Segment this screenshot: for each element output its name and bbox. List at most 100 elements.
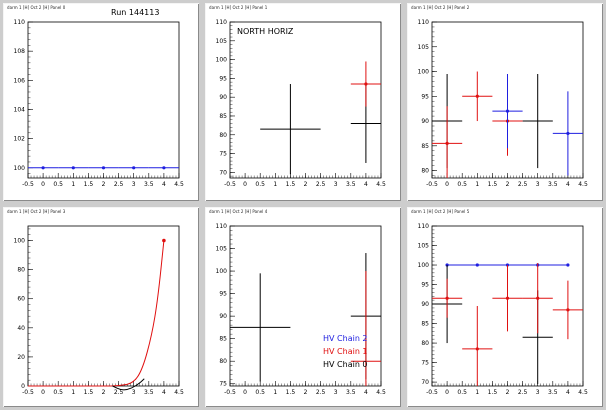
x-tick-label: 3	[334, 389, 338, 396]
x-tick-label: 0	[445, 389, 449, 396]
data-point	[566, 263, 570, 267]
data-point	[162, 166, 166, 170]
x-tick-label: -0.5	[426, 181, 438, 188]
chart-pad-2: darm 1 [H] Oct 2 [H] Panel 1 -0.5 0 0.5 1 1.…	[205, 3, 401, 201]
x-tick-label: 2.5	[316, 181, 326, 188]
data-point	[536, 296, 540, 300]
data-point	[445, 296, 449, 300]
x-tick-label: 3	[132, 389, 136, 396]
x-tick-label: 0.5	[457, 389, 467, 396]
data-point	[505, 109, 510, 113]
x-tick-label: -0.5	[224, 389, 236, 396]
y-tick-label: 20	[17, 354, 25, 361]
x-tick-label: 1	[273, 389, 277, 396]
x-tick-label: 4	[364, 181, 368, 188]
x-tick-label: 0.5	[457, 181, 467, 188]
y-tick-label: 110	[216, 19, 228, 26]
series-curve	[28, 240, 165, 387]
y-tick-label: 100	[216, 268, 228, 275]
y-tick-label: 75	[421, 360, 429, 367]
chart-pad-3: darm 1 [H] Oct 2 [H] Panel 2 -0.5 0 0.5 1 1.…	[407, 3, 603, 201]
x-tick-label: 3	[536, 389, 540, 396]
y-tick-label: 100	[418, 69, 430, 76]
x-tick-label: 4.5	[578, 181, 588, 188]
y-tick-label: 95	[219, 75, 227, 82]
data-point	[364, 82, 368, 86]
y-tick-label: 100	[14, 165, 26, 172]
series-curve	[112, 378, 145, 391]
x-tick-label: 0	[243, 181, 247, 188]
chart-pad-1: darm 1 [H] Oct 2 [H] Panel 0 -0.5 0 0.5 1 1.…	[3, 3, 199, 201]
x-tick-label: 3	[334, 181, 338, 188]
y-tick-label: 105	[216, 38, 228, 45]
y-tick-label: 90	[421, 301, 429, 308]
data-point	[475, 347, 479, 351]
y-tick-label: 110	[418, 223, 430, 230]
y-tick-label: 90	[219, 94, 227, 101]
y-tick-label: 110	[14, 19, 26, 26]
y-tick-label: 108	[14, 48, 26, 55]
x-tick-label: 1.5	[84, 181, 94, 188]
x-tick-label: 1.5	[286, 181, 296, 188]
y-tick-label: 105	[216, 246, 228, 253]
data-point	[505, 263, 510, 267]
x-tick-label: 2.5	[114, 181, 124, 188]
pad-title: darm 1 [H] Oct 2 [H] Panel 5	[411, 209, 470, 214]
y-tick-label: 95	[421, 93, 429, 100]
x-tick-label: 2	[102, 389, 106, 396]
y-tick-label: 80	[421, 168, 429, 175]
data-point	[132, 166, 136, 170]
data-point	[475, 94, 479, 98]
y-tick-label: 100	[14, 238, 26, 245]
x-tick-label: 2.5	[518, 181, 528, 188]
x-tick-label: 2.5	[114, 389, 124, 396]
y-tick-label: 105	[418, 243, 430, 250]
x-tick-label: -0.5	[22, 389, 34, 396]
x-tick-label: 1.5	[488, 181, 498, 188]
chart-annotation: NORTH HORIZ	[237, 27, 294, 36]
x-tick-label: 0	[41, 181, 45, 188]
x-tick-label: 3.5	[548, 181, 558, 188]
x-tick-label: 1.5	[286, 389, 296, 396]
x-tick-label: 4	[162, 181, 166, 188]
y-tick-label: 85	[219, 336, 227, 343]
data-point	[566, 131, 570, 136]
legend-entry-chain1: HV Chain 1	[323, 347, 368, 356]
data-point	[101, 166, 106, 170]
x-tick-label: 4	[566, 389, 570, 396]
x-tick-label: 2	[304, 181, 308, 188]
y-tick-label: 80	[421, 340, 429, 347]
chart-annotation: Run 144113	[111, 8, 159, 17]
y-tick-label: 40	[17, 325, 25, 332]
y-tick-label: 110	[216, 223, 228, 230]
x-tick-label: 1	[273, 181, 277, 188]
x-tick-label: 3.5	[548, 389, 558, 396]
x-tick-label: 0	[41, 389, 45, 396]
x-tick-label: 4	[566, 181, 570, 188]
plot-frame	[229, 21, 382, 179]
x-tick-label: -0.5	[426, 389, 438, 396]
x-tick-label: 2	[506, 389, 510, 396]
y-tick-label: 75	[219, 381, 227, 388]
x-tick-label: 1	[71, 181, 75, 188]
chart-1: -0.5 0 0.5 1 1.5 2 2.5 3 3.5 4 4.5 100 102 104 106 108 1…	[14, 8, 184, 188]
y-tick-label: 95	[219, 291, 227, 298]
chart-pad-4: darm 1 [H] Oct 2 [H] Panel 3 -0.5 0 0.5 1 1.…	[3, 207, 199, 407]
x-tick-label: 3.5	[346, 181, 356, 188]
y-tick-label: 90	[421, 118, 429, 125]
x-tick-label: 3.5	[144, 181, 154, 188]
x-tick-label: 0.5	[53, 389, 63, 396]
x-tick-label: 4.5	[376, 181, 386, 188]
chart-5: -0.5 0 0.5 1 1.5 2 2.5 3 3.5 4 4.5 75 80 85 90 95 100 105…	[216, 223, 386, 396]
y-tick-label: 102	[14, 136, 26, 143]
x-tick-label: 3	[132, 181, 136, 188]
chart-2: -0.5 0 0.5 1 1.5 2 2.5 3 3.5 4 4.5 70 75 80 85 90 95 100 1…	[216, 19, 386, 188]
data-point	[505, 296, 510, 300]
x-tick-label: 2.5	[518, 389, 528, 396]
y-tick-label: 80	[17, 267, 25, 274]
x-tick-label: 1	[71, 389, 75, 396]
y-tick-label: 90	[219, 313, 227, 320]
data-point	[445, 141, 449, 145]
x-tick-label: 1	[475, 181, 479, 188]
